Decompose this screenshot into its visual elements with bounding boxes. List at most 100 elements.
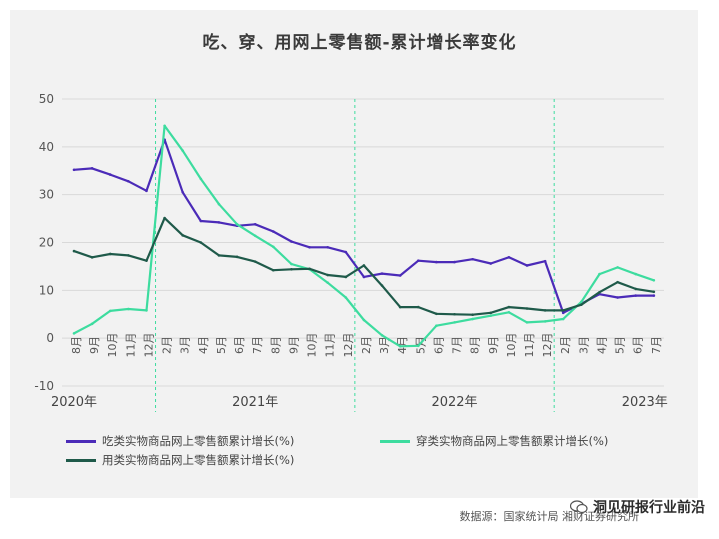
data-point-1: [253, 234, 257, 238]
data-point-2: [453, 312, 456, 316]
data-point-2: [471, 313, 474, 317]
data-point-0: [489, 262, 493, 265]
data-point-2: [543, 309, 547, 312]
data-point-0: [398, 274, 402, 277]
data-point-1: [199, 177, 203, 181]
chart-panel: [10, 10, 698, 498]
data-point-1: [181, 149, 185, 152]
x-tick-label: 2月: [161, 336, 174, 354]
data-point-2: [326, 273, 329, 277]
watermark-text: 洞见研报行业前沿: [593, 500, 705, 516]
data-point-2: [145, 259, 148, 262]
x-tick-label: 11月: [124, 333, 137, 358]
data-point-1: [163, 124, 166, 128]
data-point-1: [326, 281, 329, 284]
x-tick-label: 7月: [650, 336, 663, 354]
year-label: 2023年: [622, 395, 668, 410]
data-point-0: [253, 223, 257, 226]
data-point-0: [290, 240, 293, 243]
data-point-0: [453, 260, 456, 264]
data-point-1: [362, 318, 366, 322]
watermark: 洞见研报行业前沿: [570, 497, 705, 517]
data-point-1: [90, 322, 94, 326]
series-line-1: [73, 124, 655, 348]
data-point-1: [525, 321, 529, 324]
x-tick-label: 5月: [614, 336, 627, 354]
x-tick-label: 12月: [342, 333, 355, 358]
data-point-2: [217, 254, 221, 257]
data-point-0: [616, 296, 619, 299]
data-point-0: [72, 168, 76, 172]
y-tick-label: 20: [39, 236, 54, 250]
x-tick-label: 8月: [469, 336, 482, 354]
data-point-2: [580, 303, 583, 306]
x-tick-label: 6月: [233, 336, 246, 354]
data-point-1: [217, 202, 221, 206]
data-point-0: [199, 219, 203, 223]
legend-swatch-clothing: [380, 439, 410, 443]
y-tick-label: 50: [39, 92, 54, 106]
data-point-0: [525, 264, 529, 267]
data-point-0: [416, 259, 420, 262]
data-point-0: [471, 257, 474, 261]
x-tick-label: 3月: [577, 336, 590, 354]
x-tick-label: 4月: [595, 336, 608, 354]
data-point-0: [108, 173, 112, 176]
x-tick-label: 6月: [432, 336, 445, 354]
data-point-1: [561, 317, 565, 321]
data-point-2: [72, 249, 76, 253]
data-point-2: [108, 252, 112, 256]
year-label: 2021年: [232, 395, 278, 410]
legend-label-goods: 用类实物商品网上零售额累计增长(%): [102, 453, 295, 467]
x-tick-label: 11月: [523, 333, 536, 358]
data-point-2: [507, 305, 511, 309]
x-tick-label: 4月: [396, 336, 409, 354]
x-tick-label: 3月: [378, 336, 391, 354]
data-point-1: [489, 314, 493, 317]
x-tick-label: 7月: [251, 336, 264, 354]
data-point-1: [344, 296, 348, 299]
chart-title: 吃、穿、用网上零售额-累计增长率变化: [202, 33, 517, 53]
legend-label-food: 吃类实物商品网上零售额累计增长(%): [102, 434, 295, 448]
data-point-2: [344, 275, 348, 279]
data-point-0: [326, 245, 329, 249]
data-point-1: [72, 332, 76, 335]
data-point-2: [90, 256, 94, 259]
legend-swatch-goods: [66, 458, 96, 462]
data-point-0: [217, 221, 221, 224]
data-point-0: [435, 260, 438, 264]
x-tick-label: 10月: [505, 333, 518, 358]
data-point-0: [507, 256, 511, 259]
data-point-2: [308, 267, 311, 271]
data-point-0: [344, 250, 348, 254]
x-tick-label: 5月: [215, 336, 228, 354]
x-tick-label: 4月: [197, 336, 210, 354]
data-point-2: [272, 268, 275, 272]
x-tick-label: 8月: [269, 336, 282, 354]
data-point-2: [380, 284, 384, 287]
data-point-0: [561, 311, 565, 315]
x-tick-label: 6月: [632, 336, 645, 354]
data-point-0: [380, 272, 384, 275]
data-point-2: [561, 309, 565, 312]
data-point-1: [652, 278, 656, 282]
data-point-1: [127, 307, 130, 311]
y-tick-label: 0: [46, 331, 54, 345]
data-point-2: [435, 312, 438, 316]
x-tick-label: 8月: [70, 336, 83, 354]
data-point-1: [616, 266, 619, 269]
data-point-1: [580, 300, 583, 304]
x-tick-label: 12月: [142, 333, 155, 358]
data-point-0: [652, 294, 656, 297]
x-tick-label: 9月: [88, 336, 101, 354]
data-point-1: [416, 344, 420, 348]
data-point-0: [127, 179, 130, 183]
data-point-0: [272, 230, 275, 233]
data-point-0: [145, 189, 148, 193]
data-point-1: [380, 333, 384, 337]
data-point-1: [471, 317, 474, 321]
data-point-2: [362, 264, 366, 267]
data-point-0: [634, 294, 638, 297]
data-point-2: [253, 260, 257, 263]
data-point-0: [308, 245, 311, 249]
